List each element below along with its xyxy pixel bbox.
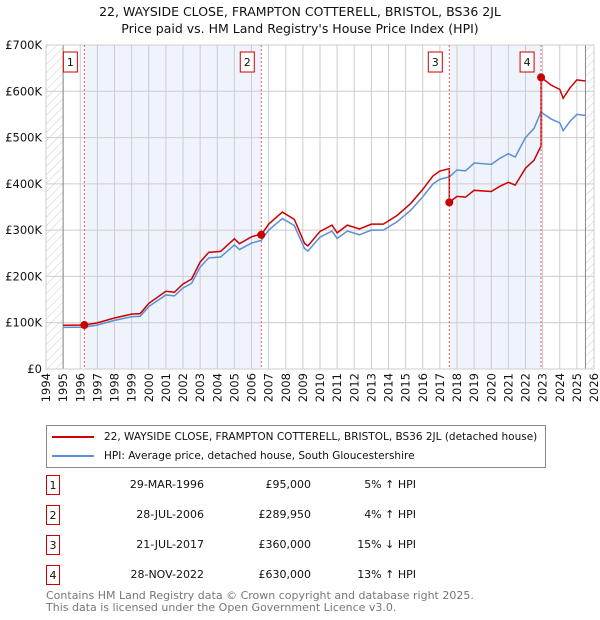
sale-number: 1 — [46, 475, 60, 495]
sale-point — [537, 73, 546, 82]
x-tick-label: 2007 — [262, 373, 276, 402]
y-tick-label: £700K — [5, 38, 42, 52]
y-tick-label: £600K — [5, 84, 42, 98]
sale-date: 21-JUL-2017 — [136, 538, 204, 551]
legend: 22, WAYSIDE CLOSE, FRAMPTON COTTERELL, B… — [46, 425, 546, 468]
sale-hpi-relation: 13% ↑ HPI — [357, 568, 416, 581]
x-tick-label: 1994 — [39, 373, 53, 402]
x-tick-label: 2003 — [193, 373, 207, 402]
x-tick-label: 1996 — [73, 373, 87, 402]
hpi-line — [63, 110, 586, 329]
shaded-period — [84, 45, 262, 369]
legend-swatch — [52, 455, 94, 457]
y-tick-label: £300K — [5, 223, 42, 237]
hatched-no-data — [46, 45, 64, 369]
plot-frame — [45, 44, 595, 370]
chart-title: 22, WAYSIDE CLOSE, FRAMPTON COTTERELL, B… — [99, 4, 501, 36]
x-tick-label: 1999 — [125, 373, 139, 402]
x-tick-label: 2023 — [536, 373, 550, 402]
sale-label-box — [62, 51, 78, 73]
sale-date: 28-NOV-2022 — [130, 568, 204, 581]
footer: Contains HM Land Registry data © Crown c… — [46, 589, 474, 614]
x-tick-label: 2013 — [364, 373, 378, 402]
y-tick-label: £400K — [5, 177, 42, 191]
x-tick-label: 2019 — [467, 373, 481, 402]
x-tick-label: 2010 — [313, 373, 327, 402]
sale-label: 2 — [244, 56, 251, 69]
x-tick-label: 2015 — [399, 373, 413, 402]
x-tick-label: 2017 — [433, 373, 447, 402]
sale-number: 3 — [46, 535, 60, 555]
y-tick-label: £0 — [27, 362, 42, 376]
x-tick-label: 2002 — [176, 373, 190, 402]
hatched-no-data — [585, 45, 594, 369]
x-tick-label: 2006 — [245, 373, 259, 402]
x-tick-label: 2000 — [142, 373, 156, 402]
y-tick-label: £500K — [5, 131, 42, 145]
y-tick-label: £200K — [5, 269, 42, 283]
sale-label: 3 — [432, 56, 439, 69]
sale-row: 4 28-NOV-2022 £630,000 13% ↑ HPI — [46, 565, 446, 585]
sale-point — [80, 321, 89, 330]
price-paid-line — [63, 75, 586, 327]
legend-item-price: 22, WAYSIDE CLOSE, FRAMPTON COTTERELL, B… — [52, 431, 537, 443]
x-tick-label: 2011 — [330, 373, 344, 402]
sale-row: 3 21-JUL-2017 £360,000 15% ↓ HPI — [46, 535, 446, 555]
sale-label: 4 — [524, 56, 531, 69]
x-tick-label: 2004 — [210, 373, 224, 402]
sale-label: 1 — [67, 56, 74, 69]
x-tick-label: 2026 — [587, 373, 600, 402]
sale-number: 2 — [46, 505, 60, 525]
x-tick-label: 2012 — [347, 373, 361, 402]
x-tick-label: 2018 — [450, 373, 464, 402]
sale-price: £630,000 — [258, 568, 312, 581]
sale-label-box — [519, 51, 535, 73]
sale-price: £95,000 — [265, 478, 312, 491]
sale-price: £289,950 — [258, 508, 312, 521]
x-tick-label: 2025 — [570, 373, 584, 402]
y-tick-label: £100K — [5, 316, 42, 330]
sale-row: 2 28-JUL-2006 £289,950 4% ↑ HPI — [46, 505, 446, 525]
sale-point — [257, 230, 266, 239]
x-tick-label: 2005 — [227, 373, 241, 402]
shaded-period — [449, 45, 542, 369]
sale-hpi-relation: 15% ↓ HPI — [357, 538, 416, 551]
sale-date: 28-JUL-2006 — [136, 508, 204, 521]
sale-label-box — [427, 51, 443, 73]
x-tick-label: 1997 — [90, 373, 104, 402]
sale-price: £360,000 — [258, 538, 312, 551]
sale-hpi-relation: 5% ↑ HPI — [364, 478, 416, 491]
x-tick-label: 2022 — [519, 373, 533, 402]
sale-hpi-relation: 4% ↑ HPI — [364, 508, 416, 521]
x-tick-label: 1998 — [108, 373, 122, 402]
x-tick-label: 1995 — [56, 373, 70, 402]
sale-row: 1 29-MAR-1996 £95,000 5% ↑ HPI — [46, 475, 446, 495]
x-tick-label: 2016 — [416, 373, 430, 402]
sale-number: 4 — [46, 565, 60, 585]
sale-point — [445, 198, 454, 207]
sale-label-box — [239, 51, 255, 73]
price-chart: £0 £100K £200K £300K £400K £500K £600K £700K 199… — [5, 38, 600, 402]
x-tick-label: 2001 — [159, 373, 173, 402]
x-tick-label: 2014 — [382, 373, 396, 402]
x-tick-label: 2009 — [296, 373, 310, 402]
legend-item-hpi: HPI: Average price, detached house, Sout… — [52, 450, 415, 462]
x-tick-label: 2008 — [279, 373, 293, 402]
legend-swatch — [52, 436, 94, 438]
x-tick-label: 2024 — [553, 373, 567, 402]
x-tick-label: 2021 — [501, 373, 515, 402]
x-tick-label: 2020 — [484, 373, 498, 402]
sale-date: 29-MAR-1996 — [129, 478, 204, 491]
